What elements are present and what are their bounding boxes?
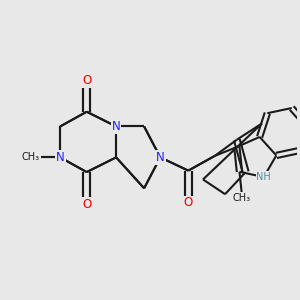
Text: O: O <box>82 74 91 87</box>
Text: O: O <box>184 196 193 209</box>
Text: CH₃: CH₃ <box>22 152 40 162</box>
Text: CH₃: CH₃ <box>233 193 251 203</box>
Text: N: N <box>56 151 64 164</box>
Text: O: O <box>82 198 91 211</box>
Text: N: N <box>156 151 165 164</box>
Text: N: N <box>112 120 121 133</box>
Text: NH: NH <box>256 172 271 182</box>
